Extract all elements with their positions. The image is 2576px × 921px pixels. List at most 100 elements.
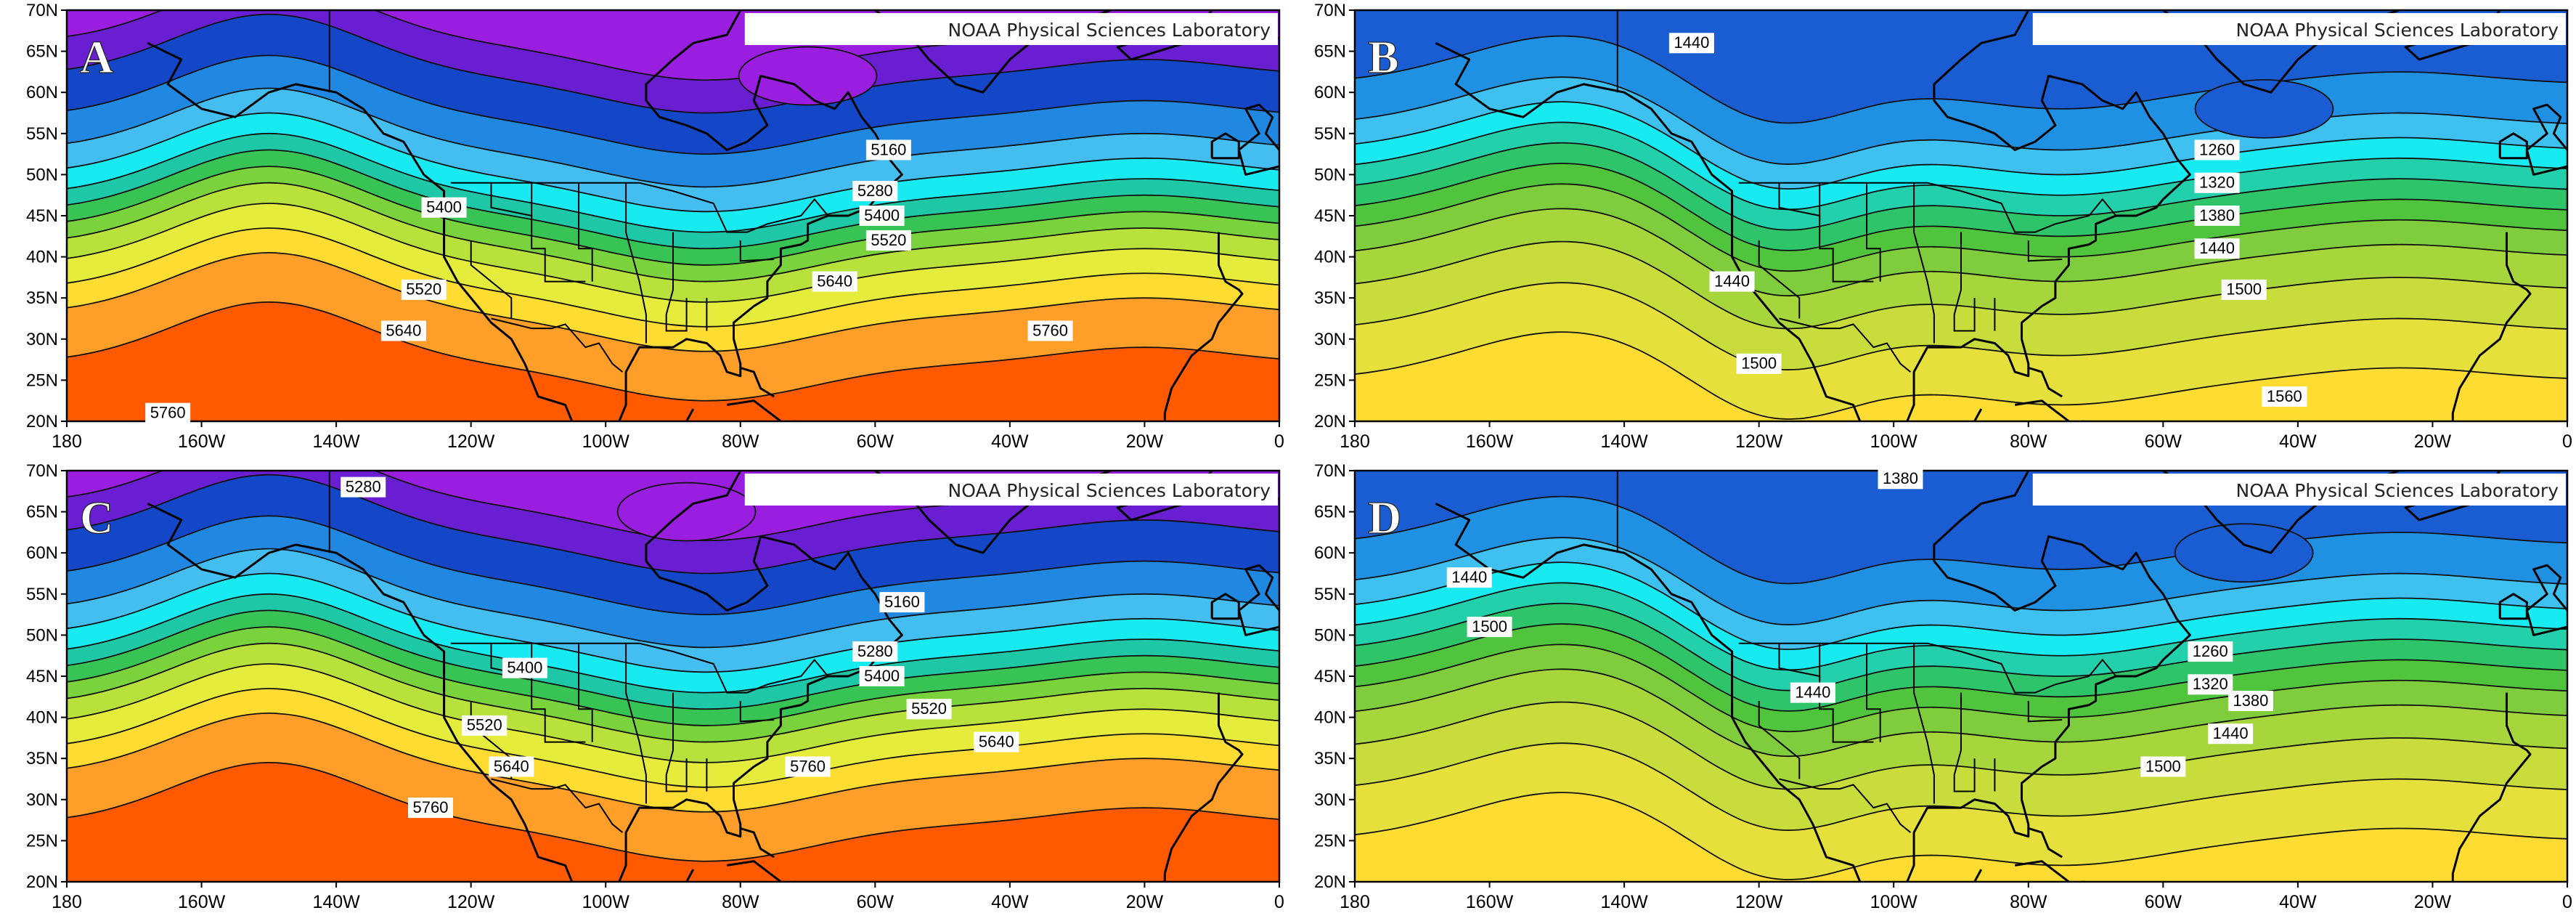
contour-line [1355,35,2567,124]
contour-value-label: 5280 [346,477,381,495]
contour-label-bg [1736,353,1782,374]
contour-value-label: 1440 [1795,683,1830,701]
contour-label-bg [879,592,925,613]
x-tick-label: 0 [1274,892,1284,912]
contour-line [1355,331,2567,420]
contour-line [67,761,1279,862]
y-tick-label: 65N [1314,42,1346,62]
coastline [1435,41,1862,421]
contour-line [1355,240,2567,330]
source-label: NOAA Physical Sciences Laboratory [2236,20,2559,41]
map-svg: 20N 25N 30N 35N 40N 45N 50N 55N 60N 65N 70N 180 160W… [1314,461,2572,912]
contour-value-label: 5400 [507,658,542,676]
coastline [685,869,695,882]
contour-value-label: 1260 [2193,642,2228,660]
y-tick-label: 35N [1314,749,1346,768]
contour-label-bg [421,197,467,218]
x-tick-label: 120W [1735,892,1783,912]
contour-line [1355,701,2567,790]
coastline [1163,692,1244,882]
political-border [491,317,624,373]
coastline [1973,869,1983,882]
contour-line [67,712,1279,813]
political-border [739,701,775,723]
contour-fill-layer [67,10,1279,421]
x-tick-label: 60W [857,892,894,912]
panel-b-thickness-map: 20N 25N 30N 35N 40N 45N 50N 55N 60N 65N 70N 180 160W… [1288,0,2576,460]
coastline [1237,103,1279,176]
political-border [2027,701,2063,723]
x-tick-label: 20W [1126,892,1164,912]
x-tick-label: 0 [2562,431,2572,452]
contour-label-bg [502,657,547,678]
contour-line [67,132,1279,233]
political-border [531,643,586,743]
y-tick-label: 30N [26,330,58,349]
political-border [1913,182,1935,344]
contour-value-label: 5640 [494,757,529,775]
political-border [531,182,586,283]
contour-label-bg [2262,386,2307,407]
low-center [616,482,757,542]
contour-value-label: 5160 [871,140,906,158]
map-svg: 20N 25N 30N 35N 40N 45N 50N 55N 60N 65N 70N 180 160W… [26,1,1284,452]
contour-fill-layer [67,471,1279,882]
political-border [1779,778,1912,833]
coastline [726,399,782,421]
coastline [2498,132,2528,160]
contour-label-bg [2208,723,2254,744]
coastline [2498,593,2528,620]
y-tick-label: 50N [1314,625,1346,645]
contour-label-bg [2194,139,2240,161]
y-tick-label: 70N [1314,461,1346,481]
coastline [1906,471,2191,882]
contour-value-label: 1500 [2226,280,2262,299]
contour-value-label: 1500 [1741,354,1777,373]
contour-line [1355,76,2567,165]
x-tick-label: 180 [1340,431,1370,452]
contour-label-bg [859,666,905,686]
contour-label-bg [974,731,1019,752]
political-border [1819,182,1874,283]
political-border [2027,240,2063,262]
x-tick-label: 120W [447,431,495,452]
y-tick-label: 50N [26,165,58,184]
political-border [450,642,829,694]
contour-label-bg [401,279,447,300]
panel-c-height-map: 20N 25N 30N 35N 40N 45N 50N 55N 60N 65N 70N 180 160W… [0,460,1288,921]
contour-value-label: 5400 [864,206,900,224]
y-tick-label: 55N [1314,124,1346,144]
contour-value-label: 5760 [790,757,826,775]
x-tick-label: 80W [2010,431,2047,452]
contour-line [1355,163,2567,251]
source-banner-bg [744,13,1278,45]
x-tick-label: 120W [1735,431,1783,452]
political-border [490,182,533,220]
contour-line [1355,623,2567,712]
contour-value-label: 1380 [1883,469,1918,487]
contour-line [67,54,1279,155]
x-tick-label: 60W [2145,892,2182,912]
low-center [2174,523,2314,583]
contour-line [67,301,1279,402]
x-tick-label: 140W [1600,431,1648,452]
coastline [1973,408,1983,421]
political-border [1738,642,2117,694]
political-border [470,240,513,319]
x-tick-label: 140W [1600,892,1648,912]
x-tick-label: 60W [2145,431,2182,452]
political-border [1779,317,1912,373]
contour-line [67,474,1279,575]
panel-label: D [1368,492,1401,543]
y-tick-label: 25N [26,831,58,851]
y-tick-label: 30N [1314,330,1346,349]
coastline [2028,827,2063,859]
coastline [147,502,574,882]
contour-line [67,13,1279,114]
panel-label: C [80,492,113,543]
contour-value-label: 1380 [2199,206,2235,224]
y-tick-label: 60N [26,543,58,563]
contour-label-bg [812,271,857,292]
coastline [2028,366,2063,398]
political-border [578,643,593,742]
